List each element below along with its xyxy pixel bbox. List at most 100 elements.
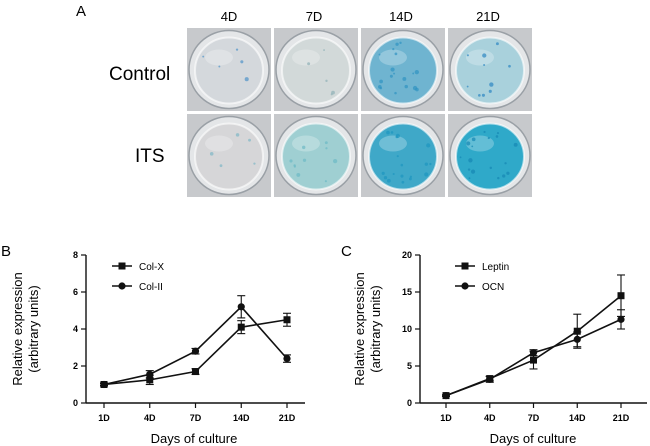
data-point-col-ii xyxy=(146,370,154,378)
legend-marker-circle xyxy=(118,282,126,290)
data-point-ocn xyxy=(529,349,538,357)
y-tick-label: 5 xyxy=(407,361,412,371)
well-glare xyxy=(205,49,233,66)
well-speckle xyxy=(379,79,383,84)
well-speckle xyxy=(296,172,301,177)
series-line-leptin xyxy=(445,295,622,397)
legend-marker-square xyxy=(461,262,469,270)
well-speckle xyxy=(325,147,328,150)
data-point-col-ii xyxy=(283,355,291,363)
column-header-7d: 7D xyxy=(306,9,323,24)
data-point-col-ii xyxy=(237,303,245,311)
well-control-14d xyxy=(361,28,445,111)
well-speckle xyxy=(302,145,306,150)
well-its-14d xyxy=(361,114,445,197)
well-stain xyxy=(368,36,438,105)
well-speckle xyxy=(495,135,499,138)
series-col-x: Col-X xyxy=(100,262,291,388)
well-glare xyxy=(292,49,320,66)
data-point-ocn xyxy=(486,375,494,383)
panel-b-x-axis-title: Days of culture xyxy=(151,431,238,446)
well-glare xyxy=(379,135,407,152)
panel-b-y-axis-title-line1: Relative expression xyxy=(10,272,25,385)
panel-b-y-axis-title-line2: (arbitrary units) xyxy=(26,285,41,372)
well-speckle xyxy=(307,62,311,66)
well-speckle xyxy=(325,79,328,83)
legend-marker-circle xyxy=(461,282,469,290)
legend-label-col-x: Col-X xyxy=(139,262,164,273)
well-speckle xyxy=(504,162,507,165)
well-speckle xyxy=(482,53,487,58)
well-speckle xyxy=(302,158,307,162)
y-tick-label: 2 xyxy=(73,361,78,371)
well-speckle xyxy=(323,49,325,51)
well-speckle xyxy=(399,41,402,44)
well-stain xyxy=(194,36,264,105)
data-point-leptin xyxy=(617,292,625,300)
well-speckle xyxy=(412,72,415,75)
x-tick-label: 14D xyxy=(233,413,250,423)
well-speckle xyxy=(496,132,500,135)
well-speckle xyxy=(409,175,413,178)
well-speckle xyxy=(386,130,390,135)
well-speckle xyxy=(424,162,429,166)
well-speckle xyxy=(489,82,494,87)
x-tick-label: 7D xyxy=(190,413,202,423)
well-its-7d xyxy=(274,114,358,197)
x-tick-label: 4D xyxy=(144,413,156,423)
well-control-7d xyxy=(274,28,358,111)
well-stain xyxy=(368,122,438,191)
well-speckle xyxy=(471,145,474,148)
well-speckle xyxy=(415,87,419,92)
well-its-4d xyxy=(187,114,271,197)
data-point-leptin xyxy=(573,327,581,335)
x-tick-label: 14D xyxy=(569,413,586,423)
well-speckle xyxy=(483,130,486,134)
data-point-col-x xyxy=(283,316,291,324)
data-point-col-ii xyxy=(191,347,200,355)
panel-c-x-axis-title: Days of culture xyxy=(490,431,577,446)
well-speckle xyxy=(508,64,511,68)
well-speckle xyxy=(483,63,486,67)
well-speckle xyxy=(248,138,251,142)
well-speckle xyxy=(513,142,518,147)
column-header-4d: 4D xyxy=(221,9,238,24)
panel-c-chart: 0 5 10 15 20 1D 4D 7D 14D 21D Leptin OCN xyxy=(402,250,647,423)
well-stain xyxy=(281,36,351,105)
well-glare xyxy=(292,135,320,152)
well-speckle xyxy=(330,93,333,96)
well-control-4d xyxy=(187,28,271,111)
well-speckle xyxy=(489,166,493,170)
y-tick-label: 15 xyxy=(402,287,412,297)
well-speckle xyxy=(235,48,239,51)
data-point-ocn xyxy=(573,335,581,343)
well-speckle xyxy=(401,180,405,184)
legend-label-ocn: OCN xyxy=(482,282,504,293)
well-speckle xyxy=(324,141,328,145)
well-speckle xyxy=(289,159,293,163)
well-control-21d xyxy=(448,28,532,111)
panel-a-letter: A xyxy=(76,3,86,20)
well-speckle xyxy=(253,162,256,165)
well-speckle xyxy=(478,94,481,97)
well-speckle xyxy=(383,176,388,180)
well-speckle xyxy=(378,53,381,56)
well-speckle xyxy=(381,171,385,175)
well-speckle xyxy=(395,42,399,46)
well-speckle xyxy=(426,143,431,148)
well-speckle xyxy=(459,156,462,159)
well-glare xyxy=(205,135,233,152)
well-speckle xyxy=(293,165,297,168)
x-tick-label: 1D xyxy=(98,413,110,423)
well-speckle xyxy=(487,136,490,140)
panel-c-letter: C xyxy=(341,243,352,260)
x-tick-label: 21D xyxy=(279,413,296,423)
well-speckle xyxy=(390,67,395,72)
panel-c-y-axis-title-line1: Relative expression xyxy=(352,272,367,385)
well-its-21d xyxy=(448,114,532,197)
well-speckle xyxy=(414,69,419,75)
well-speckle xyxy=(379,86,383,90)
y-tick-label: 6 xyxy=(73,287,78,297)
row-label-its: ITS xyxy=(135,146,165,167)
well-speckle xyxy=(470,169,476,174)
